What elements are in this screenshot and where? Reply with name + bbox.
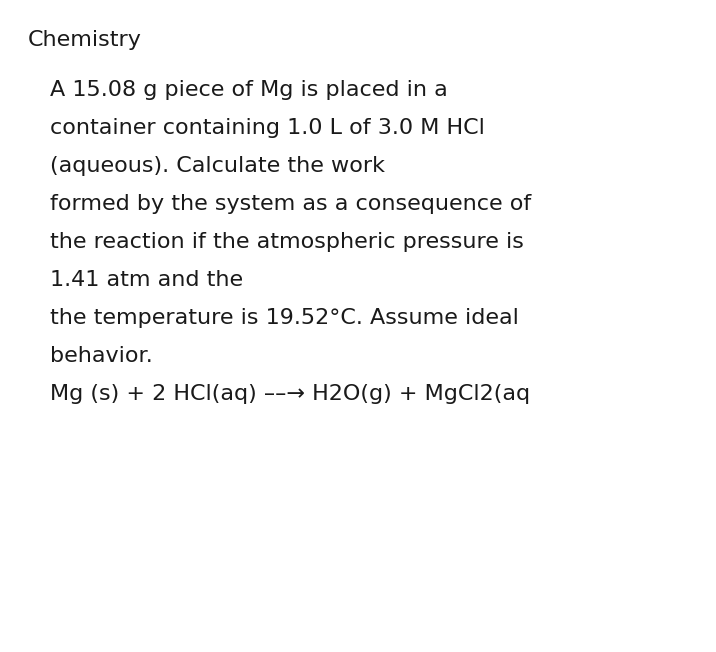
Text: 1.41 atm and the: 1.41 atm and the <box>50 270 243 290</box>
Text: Chemistry: Chemistry <box>28 30 142 50</box>
Text: container containing 1.0 L of 3.0 M HCl: container containing 1.0 L of 3.0 M HCl <box>50 118 485 138</box>
Text: Mg (s) + 2 HCl(aq) ––→ H2O(g) + MgCl2(aq: Mg (s) + 2 HCl(aq) ––→ H2O(g) + MgCl2(aq <box>50 384 530 404</box>
Text: (aqueous). Calculate the work: (aqueous). Calculate the work <box>50 156 385 176</box>
Text: the temperature is 19.52°C. Assume ideal: the temperature is 19.52°C. Assume ideal <box>50 308 519 328</box>
Text: A 15.08 g piece of Mg is placed in a: A 15.08 g piece of Mg is placed in a <box>50 80 447 100</box>
Text: formed by the system as a consequence of: formed by the system as a consequence of <box>50 194 531 214</box>
Text: the reaction if the atmospheric pressure is: the reaction if the atmospheric pressure… <box>50 232 524 252</box>
Text: behavior.: behavior. <box>50 346 153 366</box>
